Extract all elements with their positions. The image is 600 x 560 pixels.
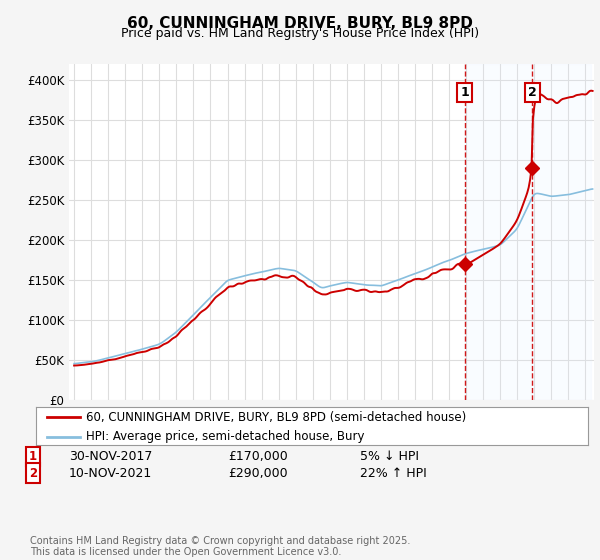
Text: 1: 1 xyxy=(29,450,37,463)
Text: 10-NOV-2021: 10-NOV-2021 xyxy=(69,466,152,480)
Text: Contains HM Land Registry data © Crown copyright and database right 2025.
This d: Contains HM Land Registry data © Crown c… xyxy=(30,535,410,557)
Text: 60, CUNNINGHAM DRIVE, BURY, BL9 8PD: 60, CUNNINGHAM DRIVE, BURY, BL9 8PD xyxy=(127,16,473,31)
Text: £290,000: £290,000 xyxy=(228,466,287,480)
Text: 1: 1 xyxy=(460,86,469,99)
Text: 2: 2 xyxy=(29,466,37,480)
Text: 22% ↑ HPI: 22% ↑ HPI xyxy=(360,466,427,480)
Text: 5% ↓ HPI: 5% ↓ HPI xyxy=(360,450,419,463)
Bar xyxy=(465,64,590,400)
Text: HPI: Average price, semi-detached house, Bury: HPI: Average price, semi-detached house,… xyxy=(86,430,364,444)
Text: 2: 2 xyxy=(528,86,536,99)
Text: 30-NOV-2017: 30-NOV-2017 xyxy=(69,450,152,463)
Text: Price paid vs. HM Land Registry's House Price Index (HPI): Price paid vs. HM Land Registry's House … xyxy=(121,27,479,40)
Text: £170,000: £170,000 xyxy=(228,450,288,463)
Text: 60, CUNNINGHAM DRIVE, BURY, BL9 8PD (semi-detached house): 60, CUNNINGHAM DRIVE, BURY, BL9 8PD (sem… xyxy=(86,411,466,424)
